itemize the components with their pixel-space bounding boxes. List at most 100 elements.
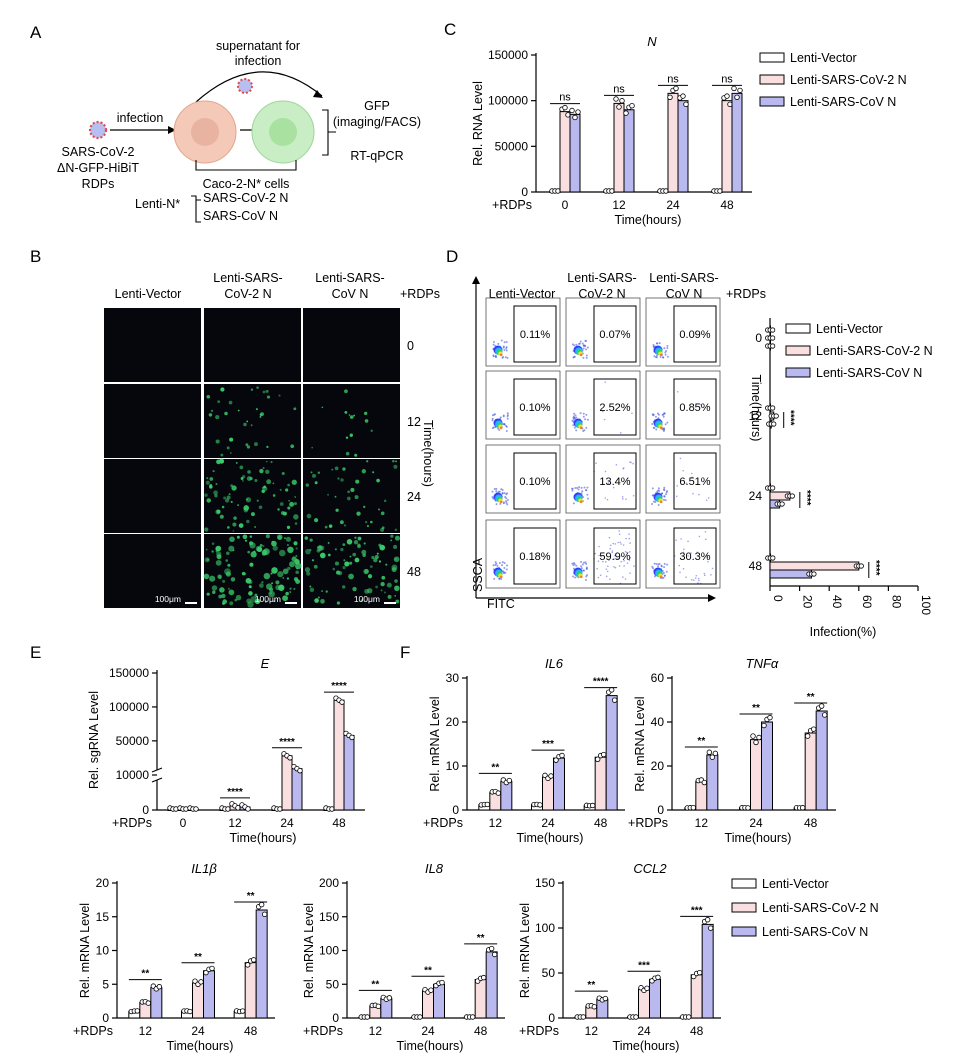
gfp-cell bbox=[353, 540, 359, 545]
replicate-dot bbox=[623, 110, 629, 116]
replicate-dot bbox=[655, 974, 661, 981]
bar-lenti-sars-cov-n bbox=[291, 768, 303, 811]
facs-event bbox=[705, 499, 708, 501]
rdps-prefix: +RDPs bbox=[628, 816, 668, 830]
facs-event bbox=[599, 574, 602, 576]
gfp-cell bbox=[371, 555, 375, 560]
legend-label: Lenti-Vector bbox=[790, 51, 857, 65]
gfp-cell bbox=[236, 535, 240, 539]
gfp-cell bbox=[340, 547, 344, 552]
bar-lenti-sars-cov-2-n bbox=[244, 962, 257, 1019]
gfp-cell bbox=[334, 466, 339, 471]
replicate-dot bbox=[203, 969, 209, 976]
gfp-cell bbox=[211, 550, 214, 553]
facs-density bbox=[499, 575, 503, 579]
gfp-cell bbox=[364, 419, 369, 423]
facs-event bbox=[666, 421, 669, 424]
significance-label: ** bbox=[807, 692, 815, 703]
facs-event bbox=[506, 415, 509, 418]
facs-gate bbox=[673, 452, 717, 510]
facs-event bbox=[652, 427, 655, 430]
facs-event bbox=[703, 574, 706, 577]
gfp-cell bbox=[203, 573, 210, 580]
facs-event bbox=[698, 493, 700, 496]
facs-event bbox=[585, 489, 588, 492]
facs-event bbox=[501, 356, 504, 359]
gfp-cell bbox=[291, 556, 297, 562]
gfp-cell bbox=[317, 471, 321, 474]
facs-event bbox=[617, 541, 619, 544]
x-tick-label: 0 bbox=[562, 198, 569, 212]
bar-lenti-sars-cov-n bbox=[677, 100, 689, 193]
y-tick-label: 0 bbox=[332, 1011, 339, 1025]
gfp-cell bbox=[293, 587, 296, 590]
gfp-cell bbox=[282, 511, 287, 516]
panel-b-side-label: Time(hours) bbox=[421, 420, 435, 487]
gfp-cell bbox=[233, 516, 237, 520]
gfp-cell bbox=[328, 524, 333, 528]
panel-d: D Lenti-Vector Lenti-SARS- CoV-2 N Lenti… bbox=[446, 247, 766, 611]
panel-c-label: C bbox=[444, 20, 456, 39]
x-tick-label: 24 bbox=[541, 816, 555, 830]
gfp-cell bbox=[235, 594, 242, 601]
facs-event bbox=[663, 486, 666, 489]
gfp-cell bbox=[206, 395, 211, 399]
gfp-cell bbox=[206, 477, 209, 480]
facs-event bbox=[582, 561, 585, 564]
replicate-dot bbox=[704, 917, 711, 923]
gfp-cell bbox=[271, 567, 278, 574]
facs-gate bbox=[593, 378, 637, 436]
gfp-cell bbox=[234, 598, 238, 602]
gfp-cell bbox=[228, 493, 231, 496]
gfp-cell bbox=[321, 406, 324, 409]
legend-label: Lenti-SARS-CoV-2 N bbox=[762, 901, 879, 915]
lenti-item-2: SARS-CoV N bbox=[203, 209, 278, 223]
gfp-cell bbox=[205, 480, 210, 485]
y-axis-label: Rel. RNA Level bbox=[471, 81, 485, 166]
gfp-cell bbox=[219, 576, 222, 579]
gfp-cell bbox=[215, 439, 220, 444]
bar-lenti-sars-cov-n bbox=[485, 951, 498, 1019]
x-tick-label: 48 bbox=[804, 816, 818, 830]
facs-event bbox=[503, 423, 506, 426]
gfp-cell bbox=[347, 496, 351, 501]
gfp-cell bbox=[338, 571, 343, 576]
facs-gate-percent: 6.51% bbox=[679, 476, 710, 488]
facs-event bbox=[695, 574, 698, 577]
facs-event bbox=[573, 426, 576, 429]
facs-event bbox=[665, 493, 668, 496]
x-axis-label: Time(hours) bbox=[397, 1039, 464, 1053]
gfp-cell bbox=[266, 460, 268, 463]
x-axis-label: Time(hours) bbox=[615, 213, 682, 227]
panel-b-col-cov2-line-1: Lenti-SARS- bbox=[213, 271, 282, 285]
gfp-cell bbox=[394, 535, 400, 541]
y-axis-label: Rel. mRNA Level bbox=[633, 696, 647, 791]
gfp-cell bbox=[311, 446, 314, 449]
supernatant-line-2: infection bbox=[235, 54, 282, 68]
facs-density bbox=[579, 353, 583, 357]
facs-gate bbox=[673, 527, 717, 585]
facs-event bbox=[574, 414, 577, 417]
facs-event bbox=[602, 410, 604, 413]
gfp-cell bbox=[227, 587, 231, 590]
facs-event bbox=[504, 356, 507, 359]
facs-event bbox=[656, 412, 659, 415]
virus-line-2: ΔN-GFP-HiBiT bbox=[57, 161, 139, 175]
gfp-cell bbox=[239, 465, 244, 470]
gfp-cell bbox=[349, 555, 352, 558]
lenti-item-1: SARS-CoV-2 N bbox=[203, 191, 288, 205]
y-axis-label: Rel. mRNA Level bbox=[78, 903, 92, 998]
significance-label: *** bbox=[638, 960, 650, 971]
facs-event bbox=[704, 538, 707, 541]
replicate-dot bbox=[756, 734, 762, 741]
gfp-cell bbox=[270, 572, 273, 575]
time-row-label: 48 bbox=[407, 565, 421, 579]
gfp-cell bbox=[381, 575, 386, 580]
facs-event bbox=[572, 575, 575, 578]
legend-swatch bbox=[731, 878, 757, 889]
facs-event bbox=[633, 565, 635, 567]
facs-event bbox=[631, 412, 633, 415]
gfp-cell bbox=[246, 476, 252, 482]
lenti-bracket bbox=[191, 195, 201, 223]
gfp-cell bbox=[262, 545, 265, 547]
